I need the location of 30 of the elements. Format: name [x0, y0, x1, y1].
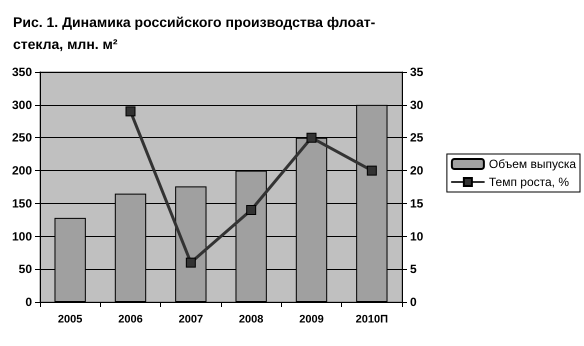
- y-tick-label: 50: [18, 262, 32, 276]
- legend-label: Объем выпуска: [488, 157, 576, 171]
- y-tick-label: 200: [12, 164, 32, 178]
- x-tick-label: 2008: [238, 314, 264, 326]
- point: [186, 258, 196, 268]
- y-tick-label: 150: [12, 196, 32, 210]
- y2-tick-label: 20: [410, 164, 424, 178]
- y2-tick-label: 25: [410, 130, 424, 145]
- y2-tick-label: 30: [410, 98, 424, 112]
- y2-tick-label: 0: [410, 295, 417, 309]
- y-tick-label: 350: [12, 65, 32, 79]
- y-tick-label: 250: [12, 130, 32, 145]
- x-tick-label: 2006: [118, 314, 143, 326]
- y-tick-label: 100: [12, 229, 32, 244]
- x-tick-label: 2005: [58, 314, 82, 326]
- legend-label: Темп роста, %: [488, 175, 570, 189]
- x-tick-label: 2009: [299, 314, 324, 326]
- y-tick-label: 0: [25, 295, 32, 309]
- point: [366, 166, 377, 176]
- point: [246, 205, 256, 215]
- y2-tick-label: 15: [410, 196, 424, 210]
- y2-tick-label: 35: [410, 65, 424, 79]
- point: [306, 132, 316, 143]
- chart-title: Рис. 1. Динамика российского производства флоат- стекла, млн. м²: [13, 14, 376, 52]
- y-tick-label: 300: [12, 98, 32, 112]
- y2-tick-label: 5: [410, 262, 417, 276]
- x-tick-label: 2007: [178, 314, 204, 326]
- x-tick-label: 2010П: [356, 314, 388, 326]
- point: [126, 106, 136, 116]
- y2-tick-label: 10: [410, 229, 424, 244]
